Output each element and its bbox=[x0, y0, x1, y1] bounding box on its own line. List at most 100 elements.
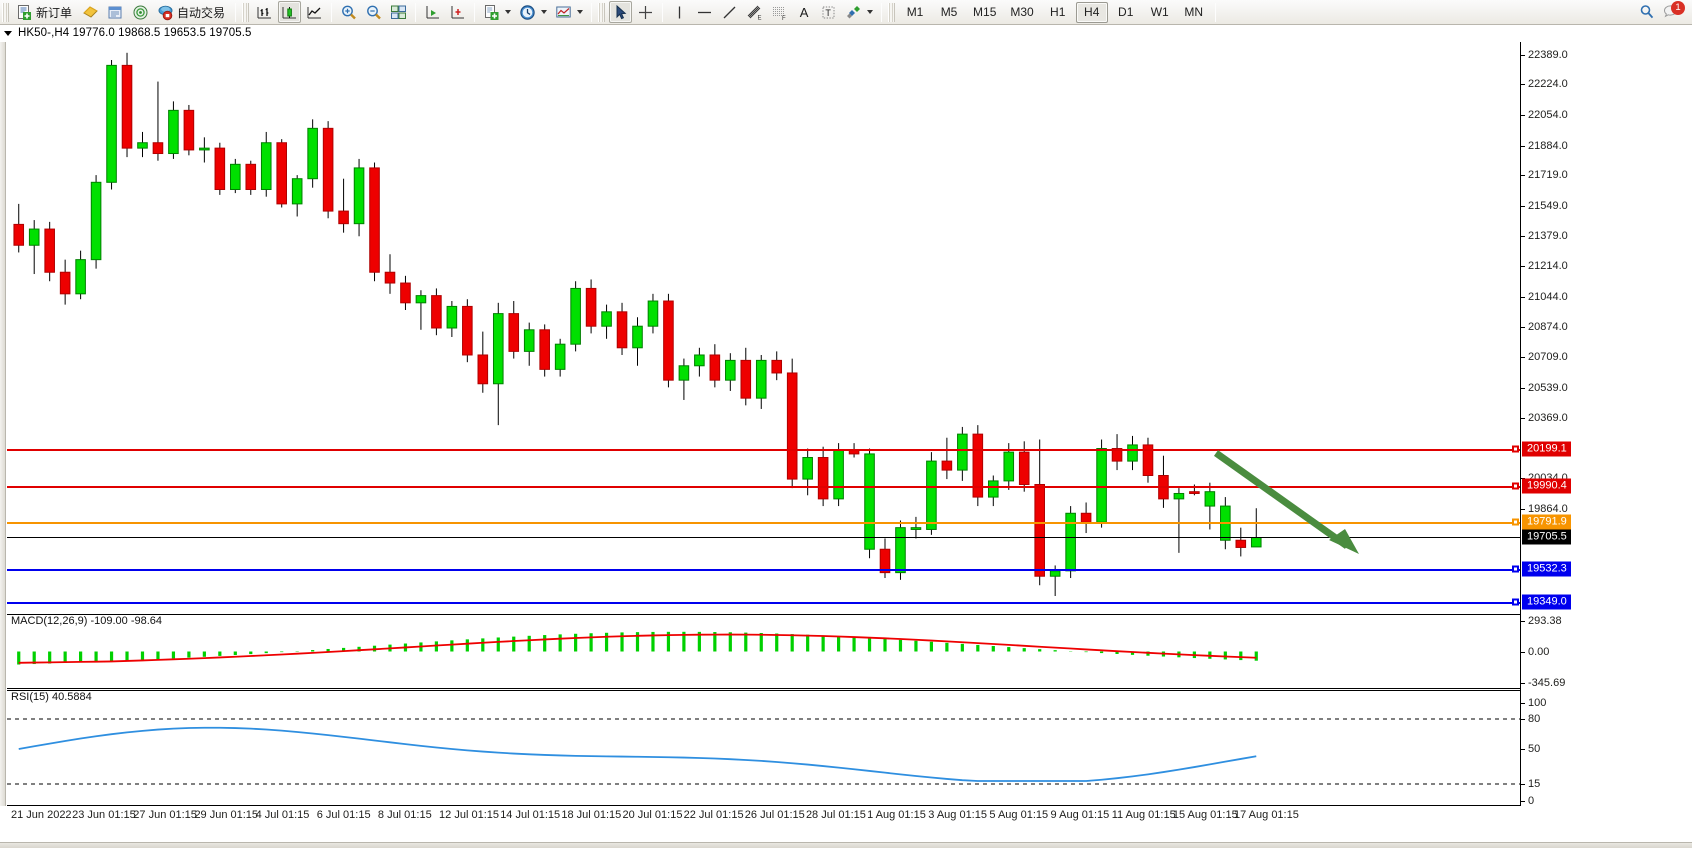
cursor-button[interactable] bbox=[609, 1, 633, 23]
price-level-line[interactable] bbox=[7, 537, 1520, 539]
trendline-icon bbox=[721, 4, 738, 21]
data-window-button[interactable] bbox=[104, 1, 127, 23]
text-button[interactable]: A bbox=[793, 1, 815, 23]
horizontal-line-button[interactable] bbox=[693, 1, 716, 23]
svg-text:E: E bbox=[758, 15, 762, 21]
price-axis-tick bbox=[1521, 236, 1525, 238]
candlestick-chart-button[interactable] bbox=[278, 1, 302, 23]
candle-body bbox=[199, 147, 210, 151]
chart-shift-button[interactable] bbox=[446, 1, 469, 23]
price-level-handle[interactable] bbox=[1512, 565, 1519, 573]
macd-series bbox=[17, 631, 1258, 665]
price-axis-tick bbox=[1521, 387, 1525, 389]
toolbar-grip-4[interactable] bbox=[888, 2, 896, 22]
chart-menu-caret-icon[interactable] bbox=[4, 30, 12, 36]
periods-caret-icon[interactable] bbox=[541, 10, 548, 14]
candle-body bbox=[570, 287, 581, 345]
indicators-button[interactable] bbox=[480, 1, 514, 23]
price-axis-tick bbox=[1521, 145, 1525, 147]
price-level-handle[interactable] bbox=[1512, 598, 1519, 606]
price-level-handle[interactable] bbox=[1512, 445, 1519, 453]
new-order-button[interactable]: 新订单 bbox=[13, 1, 77, 23]
timeframe-mn[interactable]: MN bbox=[1178, 2, 1210, 23]
timeframe-d1[interactable]: D1 bbox=[1110, 2, 1142, 23]
price-level-tag[interactable]: 19532.3 bbox=[1522, 561, 1571, 577]
macd-panel[interactable]: MACD(12,26,9) -109.00 -98.64 bbox=[7, 615, 1520, 688]
toolbar-divider-1 bbox=[235, 2, 237, 22]
candle-body bbox=[554, 343, 566, 370]
price-level-line[interactable] bbox=[7, 601, 1520, 604]
price-axis-tick bbox=[1521, 175, 1525, 177]
shapes-caret-icon[interactable] bbox=[867, 10, 874, 14]
expert-advisors-button[interactable] bbox=[79, 1, 102, 23]
periods-button[interactable] bbox=[516, 1, 550, 23]
price-level-tag[interactable]: 19990.4 bbox=[1522, 478, 1571, 494]
timeframe-d1-label: D1 bbox=[1118, 5, 1134, 19]
navigator-button[interactable] bbox=[129, 1, 152, 23]
timeframe-m1[interactable]: M1 bbox=[899, 2, 931, 23]
candle-body bbox=[910, 527, 922, 530]
price-level-handle[interactable] bbox=[1512, 482, 1519, 490]
timeframe-h4[interactable]: H4 bbox=[1075, 1, 1108, 23]
auto-scroll-button[interactable] bbox=[421, 1, 444, 23]
cursor-icon bbox=[612, 4, 629, 21]
price-level-tag[interactable]: 19705.5 bbox=[1522, 529, 1571, 545]
templates-button[interactable] bbox=[552, 1, 586, 23]
chart-shift-icon bbox=[449, 4, 466, 21]
candle-body bbox=[508, 313, 520, 352]
macd-axis-label-max: 293.38 bbox=[1528, 615, 1562, 627]
price-level-tag[interactable]: 19349.0 bbox=[1522, 594, 1571, 610]
fibonacci-button[interactable]: F bbox=[768, 1, 791, 23]
timeframe-m30[interactable]: M30 bbox=[1004, 2, 1039, 23]
tile-windows-button[interactable] bbox=[387, 1, 410, 23]
price-level-line[interactable] bbox=[7, 486, 1520, 489]
shapes-button[interactable] bbox=[842, 1, 876, 23]
rsi-axis-label-50: 50 bbox=[1528, 743, 1541, 755]
search-button[interactable] bbox=[1636, 1, 1658, 23]
candle-body bbox=[771, 359, 783, 374]
templates-caret-icon[interactable] bbox=[577, 10, 584, 14]
indicator-axis-tick bbox=[1521, 801, 1525, 802]
zoom-out-button[interactable] bbox=[362, 1, 385, 23]
line-chart-icon bbox=[306, 4, 323, 21]
timeframe-w1[interactable]: W1 bbox=[1144, 2, 1176, 23]
rsi-title: RSI(15) 40.5884 bbox=[11, 691, 92, 703]
candle-body bbox=[1142, 444, 1154, 476]
equidistant-channel-button[interactable]: E bbox=[743, 1, 766, 23]
trendline-button[interactable] bbox=[718, 1, 741, 23]
bar-chart-button[interactable] bbox=[253, 1, 276, 23]
indicators-caret-icon[interactable] bbox=[505, 10, 512, 14]
time-axis-label: 26 Jul 01:15 bbox=[744, 809, 805, 821]
toolbar-divider-3 bbox=[415, 2, 417, 22]
price-plot[interactable] bbox=[7, 42, 1520, 614]
rsi-panel[interactable]: RSI(15) 40.5884 bbox=[7, 691, 1520, 805]
vertical-line-button[interactable] bbox=[668, 1, 691, 23]
equidistant-channel-icon: E bbox=[746, 4, 763, 21]
price-level-tag[interactable]: 19791.9 bbox=[1522, 514, 1571, 530]
price-level-line[interactable] bbox=[7, 448, 1520, 451]
toolbar-grip-3[interactable] bbox=[598, 2, 606, 22]
timeframe-h1[interactable]: H1 bbox=[1042, 2, 1074, 23]
price-level-tag[interactable]: 20199.1 bbox=[1522, 441, 1571, 457]
candle-body bbox=[75, 259, 86, 295]
toolbar-grip-2[interactable] bbox=[242, 2, 250, 22]
price-level-line[interactable] bbox=[7, 568, 1520, 571]
time-axis[interactable]: 21 Jun 2022 23 Jun 01:15 27 Jun 01:15 29 Ju… bbox=[7, 806, 1520, 828]
price-axis[interactable]: 22389.0 22224.0 22054.0 21884.0 21719.0 21549… bbox=[1520, 42, 1692, 807]
templates-icon bbox=[555, 4, 572, 21]
toolbar-grip[interactable] bbox=[2, 2, 9, 22]
price-axis-label: 20709.0 bbox=[1528, 350, 1568, 363]
toolbar-divider-7 bbox=[881, 2, 883, 22]
rsi-panel-separator-top bbox=[7, 688, 1520, 689]
price-level-handle[interactable] bbox=[1512, 518, 1519, 526]
price-level-line[interactable] bbox=[7, 521, 1520, 524]
chat-button[interactable]: 1 bbox=[1660, 1, 1685, 23]
crosshair-button[interactable] bbox=[634, 1, 657, 23]
zoom-in-button[interactable] bbox=[337, 1, 360, 23]
autotrading-button[interactable]: 自动交易 bbox=[154, 1, 230, 23]
text-label-button[interactable]: T bbox=[817, 1, 840, 23]
timeframe-m5[interactable]: M5 bbox=[933, 2, 965, 23]
chat-icon: 1 bbox=[1663, 1, 1685, 20]
timeframe-m15[interactable]: M15 bbox=[967, 2, 1002, 23]
line-chart-button[interactable] bbox=[303, 1, 326, 23]
